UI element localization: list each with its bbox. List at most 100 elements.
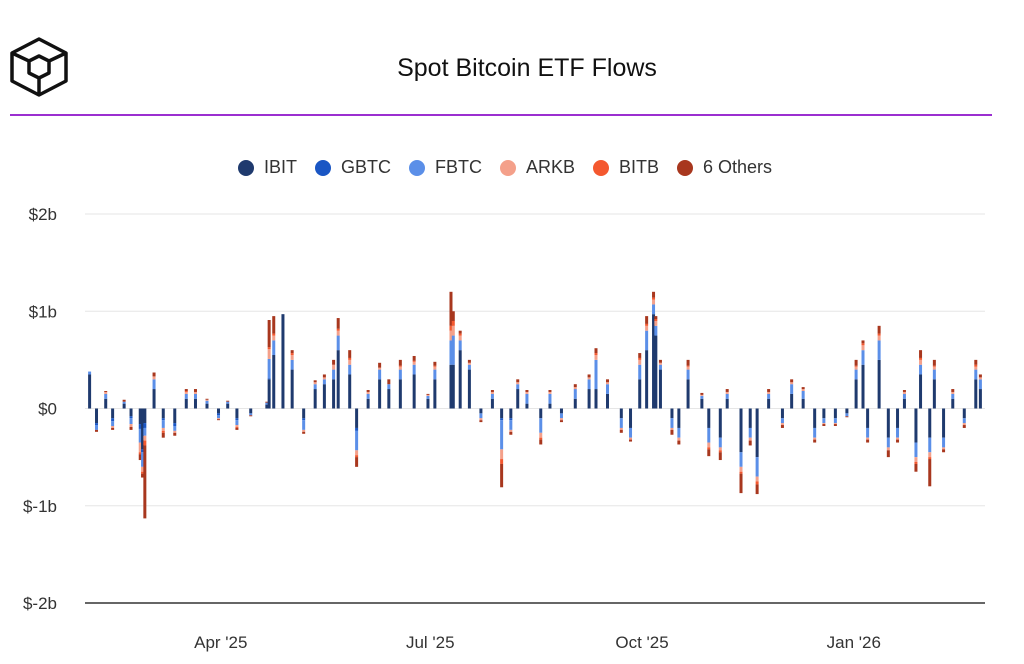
bar-segment-bitb [267, 347, 271, 350]
bar-segment-fbtc [479, 413, 483, 419]
legend-item-6-others[interactable]: 6 Others [677, 157, 772, 178]
bar-segment-ibit [886, 408, 890, 438]
bar-segment-6-others [267, 320, 271, 348]
bar-segment-6-others [619, 429, 623, 433]
bar-segment-ibit [638, 379, 642, 409]
bar-segment-6-others [141, 473, 145, 478]
bar-segment-6-others [129, 426, 133, 430]
bar-segment-6-others [654, 316, 658, 320]
bar-segment-gbtc [143, 423, 147, 428]
bar-segment-6-others [516, 379, 520, 383]
bar-segment-ibit [355, 408, 359, 428]
bar-segment-fbtc [790, 384, 794, 394]
bar-segment-ibit [725, 398, 729, 409]
bar-segment-ibit [193, 398, 197, 409]
bar-segment-fbtc [822, 418, 826, 424]
bar-segment-6-others [161, 432, 165, 438]
bar-segment-fbtc [467, 364, 471, 370]
bar-segment-arkb [313, 382, 317, 385]
bar-segment-arkb [348, 359, 352, 365]
bar-segment-6-others [725, 389, 729, 392]
bar-segment-ibit [267, 379, 271, 409]
bar-segment-6-others [833, 424, 837, 427]
bar-segment-6-others [479, 420, 483, 423]
legend-item-bitb[interactable]: BITB [593, 157, 659, 178]
bar-segment-fbtc [184, 393, 188, 399]
bar-segment-6-others [355, 457, 359, 467]
bar-segment-6-others [426, 393, 430, 395]
bar-segment-gbtc [111, 418, 115, 422]
bar-segment-ibit [700, 398, 704, 409]
bar-segment-ibit [525, 403, 529, 409]
bar-segment-ibit [272, 355, 276, 409]
bar-segment-arkb [896, 437, 900, 440]
bar-segment-fbtc [490, 393, 494, 399]
bar-segment-ibit [509, 408, 513, 419]
bar-segment-bitb [638, 357, 642, 360]
bar-segment-arkb [272, 335, 276, 341]
bar-segment-ibit [141, 408, 145, 450]
bar-segment-fbtc [525, 393, 529, 404]
bar-segment-fbtc [928, 437, 932, 453]
bar-segment-arkb [138, 442, 142, 453]
bar-segment-ibit [378, 379, 382, 409]
bar-segment-gbtc [267, 378, 271, 380]
bar-segment-6-others [942, 449, 946, 453]
bar-segment-6-others [217, 419, 221, 421]
bar-segment-6-others [877, 325, 881, 334]
bar-segment-fbtc [974, 369, 978, 380]
bar-segment-arkb [161, 427, 165, 431]
bar-segment-arkb [143, 435, 147, 441]
bar-segment-ibit [619, 408, 623, 419]
x-tick-label: Jul '25 [406, 633, 455, 652]
bar-segment-6-others [398, 359, 402, 366]
bar-segment-fbtc [919, 364, 923, 375]
bar-segment-bitb [654, 319, 658, 321]
bar-segment-6-others [412, 355, 416, 361]
bar-segment-6-others [249, 415, 253, 417]
legend-label: IBIT [263, 157, 297, 177]
bar-segment-ibit [249, 408, 253, 414]
chart-title: Spot Bitcoin ETF Flows [397, 54, 657, 82]
legend-marker [499, 159, 516, 176]
legend-item-ibit[interactable]: IBIT [237, 157, 297, 178]
bar-segment-ibit [962, 408, 966, 419]
bar-segment-6-others [790, 379, 794, 383]
bar-segment-6-others [962, 425, 966, 428]
bar-segment-arkb [587, 377, 591, 380]
bar-segment-arkb [652, 299, 656, 305]
bar-segment-ibit [606, 393, 610, 409]
bar-segment-arkb [755, 476, 759, 482]
legend-item-gbtc[interactable]: GBTC [314, 157, 391, 178]
bar-segment-ibit [500, 408, 504, 419]
bar-segment-arkb [500, 449, 504, 460]
legend-marker [237, 159, 254, 176]
bar-segment-fbtc [658, 364, 662, 370]
bar-segment-ibit [861, 364, 865, 409]
bar-segment-bitb [739, 471, 743, 474]
bar-segment-6-others [652, 291, 656, 298]
bar-segment-arkb [978, 377, 982, 380]
bar-segment-fbtc [378, 369, 382, 380]
legend-item-arkb[interactable]: ARKB [499, 157, 575, 178]
bar-segment-ibit [122, 403, 126, 409]
y-tick-label: $2b [29, 205, 57, 224]
bar-segment-ibit [739, 408, 743, 453]
bar-segment-ibit [336, 350, 340, 409]
bar-segment-fbtc [573, 389, 577, 399]
bar-segment-bitb [412, 360, 416, 362]
bar-segment-ibit [451, 364, 455, 409]
bar-segment-ibit [322, 384, 326, 409]
bar-segment-6-others [348, 350, 352, 358]
bar-segment-fbtc [143, 427, 147, 436]
bar-segment-arkb [205, 399, 209, 401]
bar-segment-arkb [104, 391, 108, 394]
bar-segment-arkb [217, 418, 221, 420]
bar-segment-fbtc [265, 402, 269, 405]
bar-segment-fbtc [111, 421, 115, 427]
bar-segment-6-others [707, 449, 711, 457]
legend-item-fbtc[interactable]: FBTC [408, 157, 482, 178]
bar-segment-arkb [619, 427, 623, 430]
bar-segment-fbtc [412, 364, 416, 375]
bar-segment-arkb [700, 394, 704, 396]
